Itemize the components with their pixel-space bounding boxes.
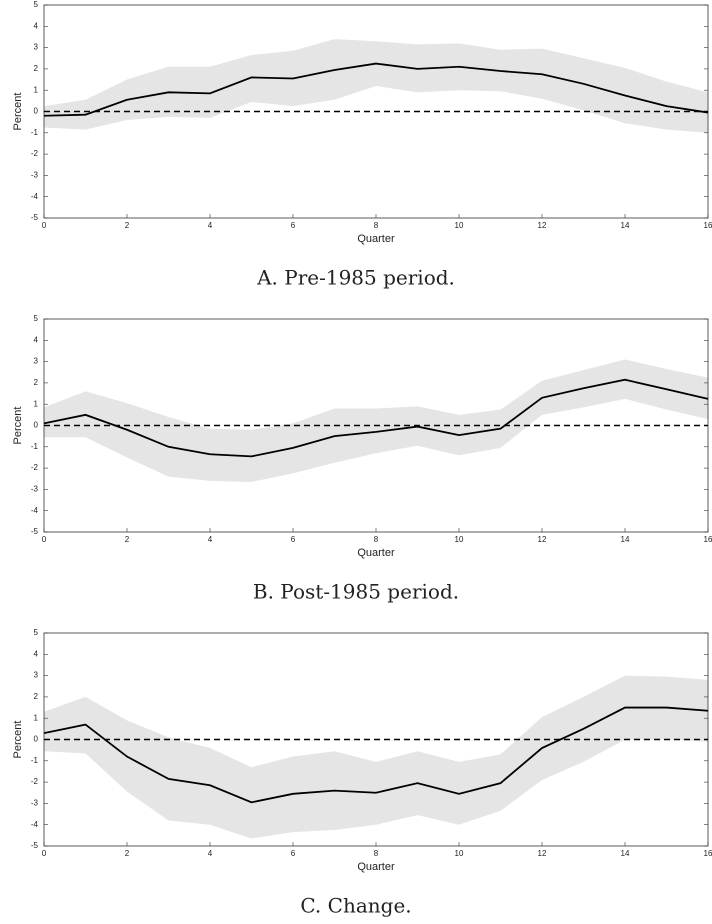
y-tick-label: -3 (31, 485, 39, 494)
y-tick-label: 2 (34, 378, 39, 387)
y-axis-label: Percent (12, 407, 24, 445)
y-tick-label: 4 (34, 335, 39, 344)
y-tick-label: -5 (31, 841, 39, 850)
y-tick-label: 5 (34, 0, 39, 9)
x-tick-label: 10 (455, 849, 464, 858)
y-tick-label: -3 (31, 799, 39, 808)
x-tick-label: 6 (291, 849, 296, 858)
y-tick-label: -5 (31, 527, 39, 536)
y-tick-label: 3 (34, 671, 39, 680)
x-tick-label: 12 (538, 535, 547, 544)
y-tick-label: 0 (34, 107, 39, 116)
y-tick-label: -1 (31, 442, 39, 451)
x-tick-label: 2 (125, 535, 130, 544)
y-tick-label: -2 (31, 777, 39, 786)
x-tick-label: 8 (374, 849, 379, 858)
x-tick-label: 14 (621, 535, 630, 544)
x-tick-label: 16 (704, 849, 712, 858)
y-tick-label: -4 (31, 820, 39, 829)
caption: A. Pre-1985 period. (256, 266, 455, 290)
x-axis-label: Quarter (357, 861, 395, 873)
x-tick-label: 0 (42, 535, 47, 544)
caption: C. Change. (300, 894, 411, 918)
x-tick-label: 2 (125, 849, 130, 858)
y-tick-label: -1 (31, 128, 39, 137)
line (43, 706, 709, 804)
x-tick-label: 14 (621, 849, 630, 858)
x-tick-label: 12 (538, 849, 547, 858)
y-tick-label: 0 (34, 421, 39, 430)
y-axis-label: Percent (12, 93, 24, 131)
x-tick-label: 6 (291, 535, 296, 544)
y-tick-label: 0 (34, 735, 39, 744)
x-tick-label: 12 (538, 221, 547, 230)
y-tick-label: 4 (34, 21, 39, 30)
x-tick-label: 0 (42, 221, 47, 230)
caption: B. Post-1985 period. (253, 580, 459, 604)
y-tick-label: -4 (31, 506, 39, 515)
confidence-band (44, 39, 708, 133)
y-tick-label: 5 (34, 314, 39, 323)
x-tick-label: 4 (208, 221, 213, 230)
y-tick-label: -3 (31, 171, 39, 180)
x-tick-label: 8 (374, 535, 379, 544)
y-tick-label: 3 (34, 43, 39, 52)
y-tick-label: -1 (31, 756, 39, 765)
x-tick-label: 0 (42, 849, 47, 858)
line (43, 378, 709, 458)
x-tick-label: 8 (374, 221, 379, 230)
x-tick-label: 10 (455, 221, 464, 230)
x-tick-label: 6 (291, 221, 296, 230)
y-tick-label: -4 (31, 192, 39, 201)
line (43, 62, 709, 117)
y-tick-label: 2 (34, 692, 39, 701)
y-tick-label: -5 (31, 213, 39, 222)
y-tick-label: 3 (34, 357, 39, 366)
y-tick-label: 1 (34, 399, 39, 408)
y-tick-label: 4 (34, 649, 39, 658)
x-tick-label: 2 (125, 221, 130, 230)
y-tick-label: 1 (34, 85, 39, 94)
x-tick-label: 14 (621, 221, 630, 230)
y-tick-label: 2 (34, 64, 39, 73)
x-tick-label: 16 (704, 535, 712, 544)
y-tick-label: -2 (31, 149, 39, 158)
x-tick-label: 16 (704, 221, 712, 230)
y-tick-label: 1 (34, 713, 39, 722)
x-tick-label: 10 (455, 535, 464, 544)
confidence-band (44, 359, 708, 482)
x-tick-label: 4 (208, 535, 213, 544)
x-axis-label: Quarter (357, 233, 395, 245)
y-axis-label: Percent (12, 721, 24, 759)
y-tick-label: 5 (34, 628, 39, 637)
x-tick-label: 4 (208, 849, 213, 858)
y-tick-label: -2 (31, 463, 39, 472)
x-axis-label: Quarter (357, 547, 395, 559)
confidence-band (44, 675, 708, 839)
